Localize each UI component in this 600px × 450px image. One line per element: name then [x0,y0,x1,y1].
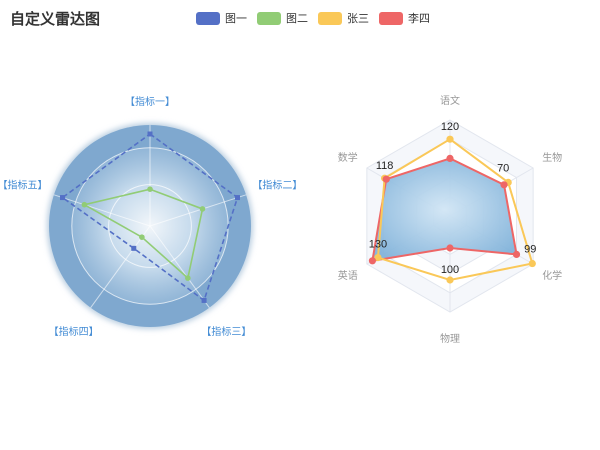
radar-axis-line [53,194,151,227]
radar-axis-line [90,225,151,309]
indicator-label: 生物 [542,151,562,164]
data-point [446,276,454,284]
data-point [201,297,207,303]
data-point [368,257,377,265]
indicator-label: 数学 [338,151,358,164]
indicator-label: 【指标二】 [252,179,302,192]
data-point [199,206,206,212]
data-point [528,259,536,268]
indicator-label: 化学 [542,269,562,282]
data-label: 99 [524,244,536,256]
data-point [500,181,508,189]
data-point [446,135,454,143]
data-point [147,186,153,192]
data-point [512,250,521,258]
legend-item-zhangsan[interactable]: 张三 [318,10,369,26]
radar-left: 【指标一】【指标二】【指标三】 【指标四】 【指标五】 [0,95,302,338]
legend-swatch [318,11,342,25]
legend-label: 张三 [347,13,369,25]
radar-axis-line [149,194,247,227]
data-point [147,131,153,137]
series-line [61,133,239,302]
data-point [374,254,382,262]
data-point [131,245,137,251]
data-label: 118 [376,160,394,172]
radar-axis-line [149,225,210,309]
indicator-label: 语文 [440,94,460,107]
series-line [82,188,204,280]
data-point [446,244,454,252]
legend-item-tu1[interactable]: 图一 [196,10,247,26]
legend-item-tu2[interactable]: 图二 [257,10,308,26]
legend-label: 图一 [225,13,247,25]
indicator-label: 【指标三】 [201,325,251,338]
legend-label: 图二 [286,13,308,25]
indicator-label: 【指标五】 [0,179,48,192]
legend-label: 李四 [408,13,430,25]
indicator-label: 【指标一】 [125,95,175,108]
legend-swatch [196,11,220,25]
data-label: 70 [497,162,509,174]
data-label: 120 [441,121,459,133]
data-point [382,175,390,183]
data-point [139,234,145,240]
legend: 图一 图二 张三 李四 [196,10,430,26]
data-label: 130 [369,239,387,251]
legend-swatch [379,11,403,25]
chart-title: 自定义雷达图 [10,11,101,28]
legend-item-lisi[interactable]: 李四 [379,10,430,26]
data-point [234,195,240,201]
data-point [60,195,66,201]
indicator-label: 【指标四】 [49,325,99,338]
data-label: 100 [441,264,459,276]
data-point [81,201,88,208]
indicator-label: 英语 [338,269,358,282]
data-point [185,275,191,281]
legend-swatch [257,11,281,25]
data-point [446,154,454,162]
indicator-label: 物理 [440,332,460,345]
